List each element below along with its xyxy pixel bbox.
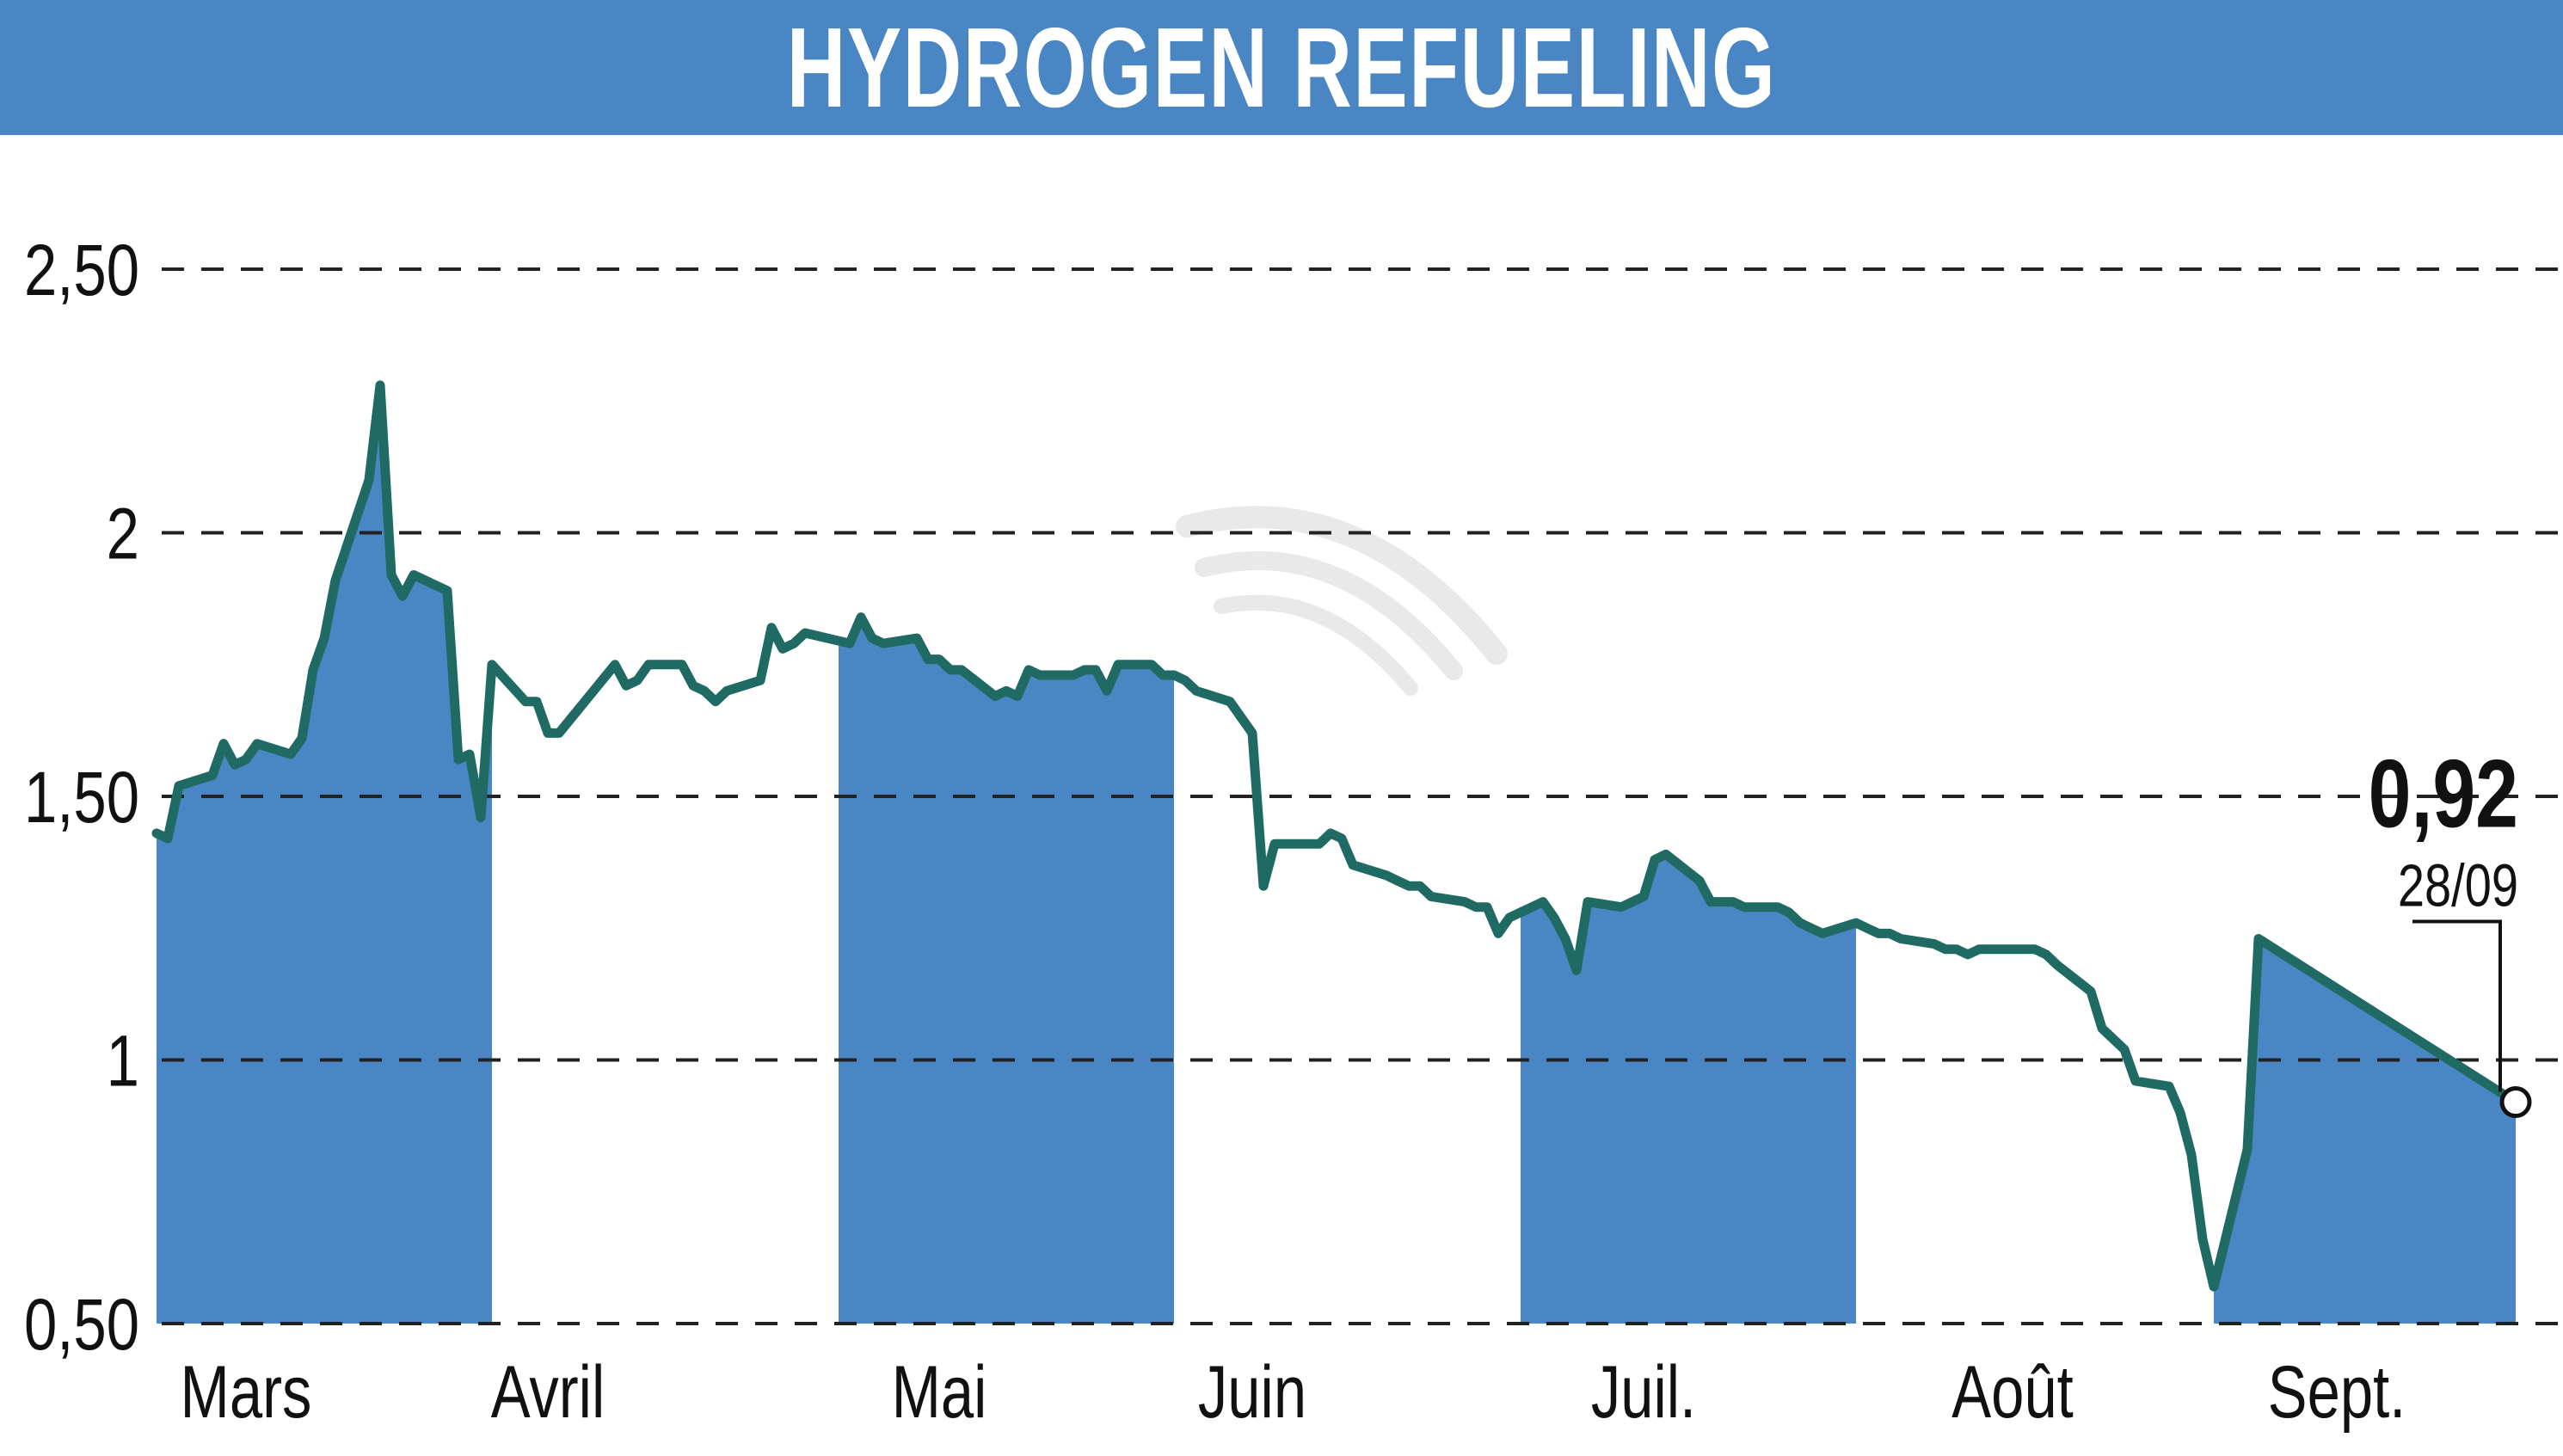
price-series — [151, 380, 2521, 1292]
last-value-annotation: 0,92 28/09 — [2369, 740, 2532, 1119]
y-tick-label-2: 1,50 — [24, 758, 139, 839]
x-tick-label-0: Mars — [181, 1351, 312, 1434]
y-axis-ticks: 2,50 2 1,50 1 0,50 — [24, 230, 139, 1366]
y-tick-label-3: 1 — [107, 1021, 139, 1102]
month-band-0 — [157, 384, 492, 1324]
last-value-label: 0,92 — [2369, 740, 2518, 848]
series-line — [151, 380, 2521, 1292]
x-tick-label-2: Mai — [892, 1351, 987, 1434]
month-bands — [157, 384, 2516, 1324]
x-tick-label-4: Juil. — [1591, 1351, 1696, 1434]
month-band-3 — [2214, 938, 2516, 1324]
x-tick-label-1: Avril — [491, 1351, 605, 1434]
month-band-1 — [839, 617, 1174, 1324]
last-value-leader — [2412, 919, 2502, 1092]
x-tick-label-6: Sept. — [2268, 1351, 2406, 1434]
month-band-2 — [1521, 854, 1856, 1324]
x-axis-ticks: Mars Avril Mai Juin Juil. Août Sept. — [181, 1351, 2406, 1434]
chart-title-bar: HYDROGEN REFUELING — [0, 0, 2563, 135]
x-tick-label-5: Août — [1951, 1351, 2074, 1434]
y-tick-label-0: 2,50 — [24, 230, 139, 311]
last-point-marker — [2499, 1086, 2532, 1119]
y-tick-label-4: 0,50 — [24, 1285, 139, 1366]
y-tick-label-1: 2 — [107, 494, 139, 574]
last-date-label: 28/09 — [2398, 853, 2518, 919]
gridlines — [162, 267, 2563, 1325]
x-tick-label-3: Juin — [1198, 1351, 1306, 1434]
watermark-icon — [1176, 506, 1508, 696]
chart-title: HYDROGEN REFUELING — [786, 4, 1777, 131]
